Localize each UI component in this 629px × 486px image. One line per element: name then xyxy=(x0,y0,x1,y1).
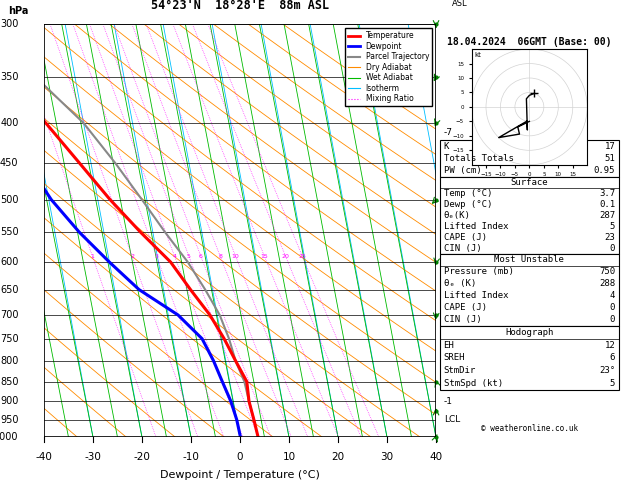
Text: 850: 850 xyxy=(0,377,18,387)
Text: CIN (J): CIN (J) xyxy=(443,315,481,324)
Text: θₑ (K): θₑ (K) xyxy=(443,279,476,288)
Text: 4: 4 xyxy=(610,291,615,300)
Text: 8: 8 xyxy=(218,254,222,259)
Text: 17: 17 xyxy=(604,141,615,151)
Text: 51: 51 xyxy=(604,154,615,163)
Text: 0.1: 0.1 xyxy=(599,200,615,209)
Text: 1: 1 xyxy=(91,254,94,259)
Text: LCL: LCL xyxy=(444,416,460,424)
Text: Dewpoint / Temperature (°C): Dewpoint / Temperature (°C) xyxy=(160,470,320,481)
Text: 450: 450 xyxy=(0,158,18,169)
Text: Dewp (°C): Dewp (°C) xyxy=(443,200,492,209)
Text: 5: 5 xyxy=(610,379,615,388)
Text: 650: 650 xyxy=(0,285,18,295)
Text: 23°: 23° xyxy=(599,366,615,375)
Text: 750: 750 xyxy=(599,267,615,276)
Text: -10: -10 xyxy=(182,452,199,462)
Text: 0: 0 xyxy=(610,243,615,253)
Text: K: K xyxy=(443,141,449,151)
Bar xyxy=(440,140,619,177)
Text: -1: -1 xyxy=(444,397,453,406)
Text: 0.95: 0.95 xyxy=(594,166,615,175)
Text: EH: EH xyxy=(443,341,454,349)
Text: -2: -2 xyxy=(444,362,453,370)
Text: PW (cm): PW (cm) xyxy=(443,166,481,175)
Text: © weatheronline.co.uk: © weatheronline.co.uk xyxy=(481,424,578,434)
Text: 23: 23 xyxy=(604,233,615,242)
Text: 25: 25 xyxy=(298,254,306,259)
Text: 30: 30 xyxy=(381,452,394,462)
Text: 5: 5 xyxy=(610,222,615,231)
Text: 10: 10 xyxy=(282,452,296,462)
Text: 0: 0 xyxy=(237,452,243,462)
Text: 6: 6 xyxy=(610,353,615,363)
Text: 800: 800 xyxy=(0,356,18,366)
Text: θₑ(K): θₑ(K) xyxy=(443,211,470,220)
Text: 900: 900 xyxy=(0,396,18,406)
Text: 950: 950 xyxy=(0,415,18,425)
Text: 2: 2 xyxy=(130,254,134,259)
Text: 400: 400 xyxy=(0,118,18,128)
Bar xyxy=(440,177,619,254)
Text: 3: 3 xyxy=(155,254,159,259)
Text: Pressure (mb): Pressure (mb) xyxy=(443,267,513,276)
Text: 18.04.2024  06GMT (Base: 00): 18.04.2024 06GMT (Base: 00) xyxy=(447,37,611,47)
Text: Temp (°C): Temp (°C) xyxy=(443,189,492,198)
Text: 750: 750 xyxy=(0,334,18,344)
Text: StmDir: StmDir xyxy=(443,366,476,375)
Text: CIN (J): CIN (J) xyxy=(443,243,481,253)
Bar xyxy=(440,326,619,390)
Text: 288: 288 xyxy=(599,279,615,288)
Text: Hodograph: Hodograph xyxy=(505,328,554,337)
Text: 700: 700 xyxy=(0,310,18,320)
Text: -6: -6 xyxy=(444,175,453,184)
Text: 4: 4 xyxy=(172,254,177,259)
Bar xyxy=(440,254,619,326)
Text: Lifted Index: Lifted Index xyxy=(443,291,508,300)
Text: SREH: SREH xyxy=(443,353,465,363)
Text: -30: -30 xyxy=(84,452,101,462)
Text: -4: -4 xyxy=(444,273,453,282)
Text: CAPE (J): CAPE (J) xyxy=(443,303,486,312)
Text: 550: 550 xyxy=(0,227,18,237)
Text: Most Unstable: Most Unstable xyxy=(494,255,564,264)
Text: 5: 5 xyxy=(187,254,191,259)
Text: 12: 12 xyxy=(604,341,615,349)
Text: 3.7: 3.7 xyxy=(599,189,615,198)
Text: 20: 20 xyxy=(331,452,345,462)
Text: 300: 300 xyxy=(0,19,18,29)
Text: km
ASL: km ASL xyxy=(452,0,467,8)
Text: -40: -40 xyxy=(36,452,52,462)
Text: Surface: Surface xyxy=(511,178,548,187)
Text: 600: 600 xyxy=(0,257,18,267)
Text: 10: 10 xyxy=(231,254,240,259)
Text: 6: 6 xyxy=(199,254,203,259)
Text: 0: 0 xyxy=(610,303,615,312)
Text: Lifted Index: Lifted Index xyxy=(443,222,508,231)
Text: -5: -5 xyxy=(444,222,453,230)
Text: 500: 500 xyxy=(0,194,18,205)
Text: 287: 287 xyxy=(599,211,615,220)
Text: 0: 0 xyxy=(610,315,615,324)
Text: 20: 20 xyxy=(282,254,289,259)
Text: 54°23'N  18°28'E  88m ASL: 54°23'N 18°28'E 88m ASL xyxy=(151,0,329,12)
Text: -3: -3 xyxy=(444,319,453,328)
Text: Totals Totals: Totals Totals xyxy=(443,154,513,163)
Text: -7: -7 xyxy=(444,128,453,137)
Legend: Temperature, Dewpoint, Parcel Trajectory, Dry Adiabat, Wet Adiabat, Isotherm, Mi: Temperature, Dewpoint, Parcel Trajectory… xyxy=(345,28,432,106)
Text: StmSpd (kt): StmSpd (kt) xyxy=(443,379,503,388)
Text: Mixing Ratio (g/kg): Mixing Ratio (g/kg) xyxy=(482,188,491,274)
Text: 40: 40 xyxy=(430,452,443,462)
Text: -20: -20 xyxy=(133,452,150,462)
Text: CAPE (J): CAPE (J) xyxy=(443,233,486,242)
Text: 15: 15 xyxy=(260,254,269,259)
Text: 1000: 1000 xyxy=(0,433,18,442)
Text: 350: 350 xyxy=(0,72,18,82)
Text: hPa: hPa xyxy=(8,6,29,16)
